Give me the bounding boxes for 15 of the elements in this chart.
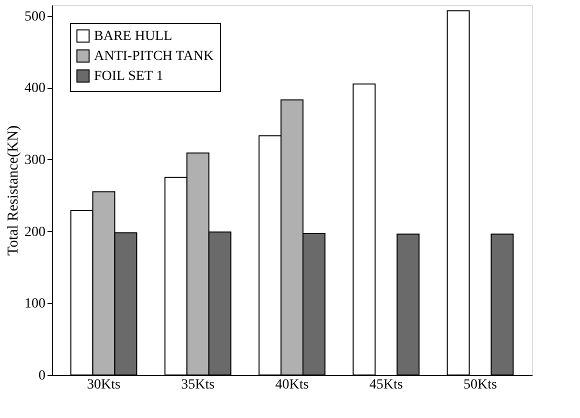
- x-tick-label: 30Kts: [87, 378, 120, 392]
- legend-label: FOIL SET 1: [94, 69, 164, 84]
- y-tick-label: 0: [38, 368, 46, 384]
- y-tick-label: 300: [24, 152, 46, 168]
- x-tick-label: 45Kts: [369, 378, 403, 392]
- y-tick-label: 500: [24, 9, 46, 24]
- y-tick-label: 200: [24, 224, 46, 240]
- x-tick-label: 40Kts: [275, 378, 309, 392]
- y-tick-label: 400: [24, 81, 46, 96]
- y-axis-title: Total Resistance(KN): [6, 125, 22, 256]
- legend-label: ANTI-PITCH TANK: [94, 49, 214, 64]
- x-tick-label: 50Kts: [464, 378, 497, 392]
- x-tick-label: 35Kts: [181, 378, 215, 392]
- y-tick-label: 100: [24, 296, 46, 312]
- legend-label: BARE HULL: [94, 29, 172, 44]
